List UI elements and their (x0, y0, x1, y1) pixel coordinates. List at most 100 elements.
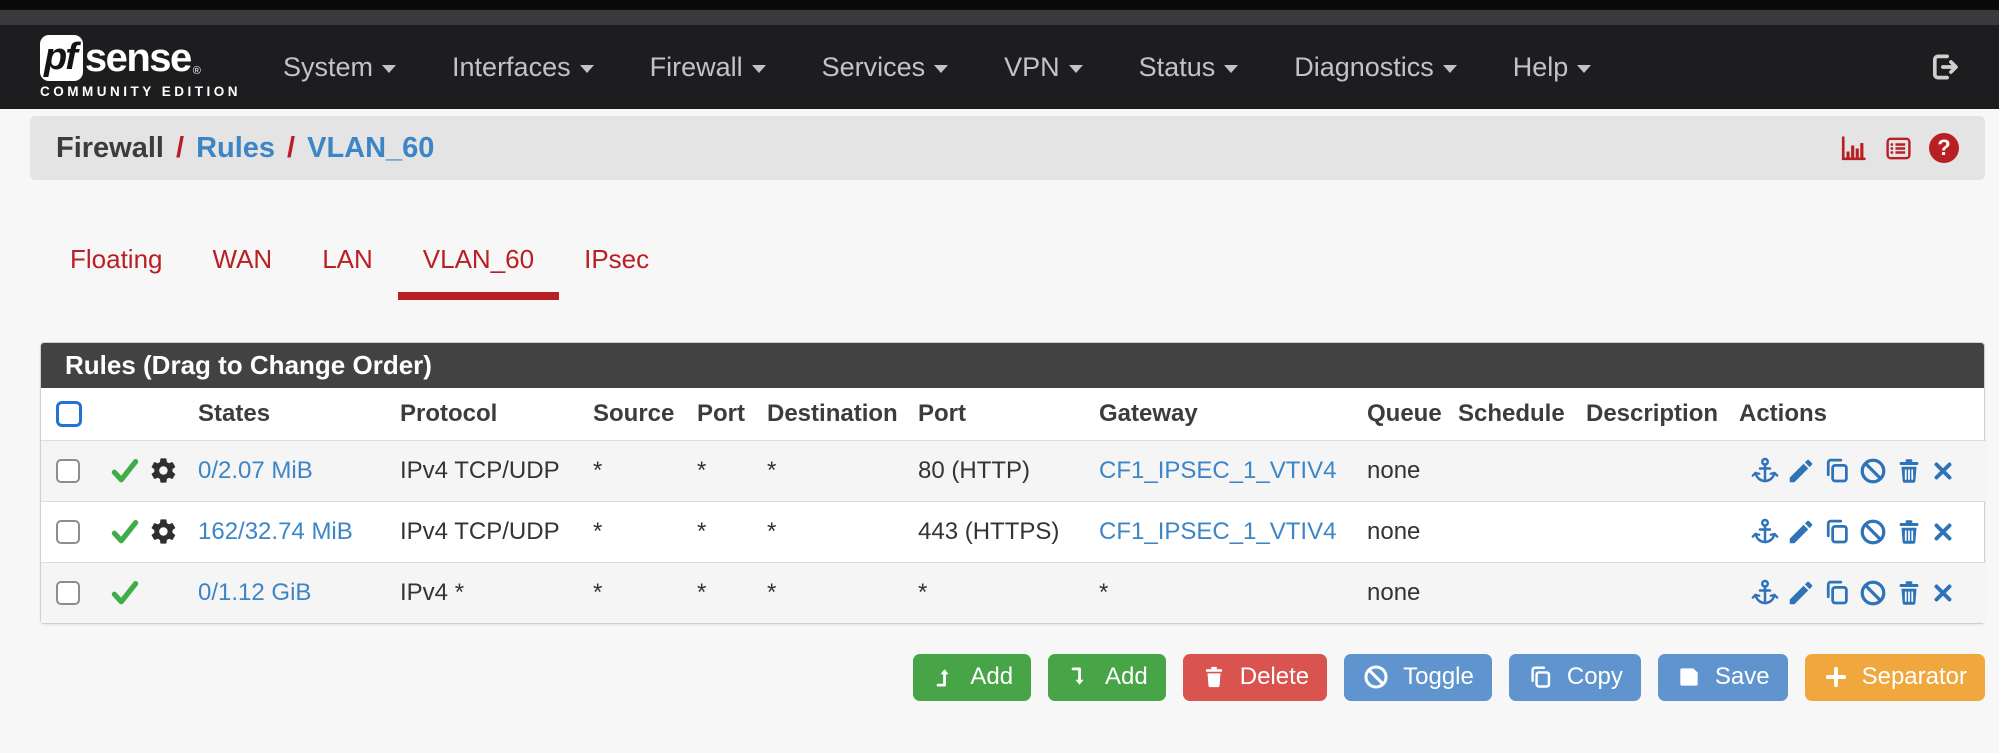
menu-item-interfaces[interactable]: Interfaces (452, 52, 594, 83)
row-checkbox[interactable] (56, 581, 80, 606)
cell-port: * (697, 440, 767, 502)
cell-gateway: * (1099, 578, 1109, 606)
breadcrumb: Firewall / Rules / VLAN_60 ? (30, 116, 1985, 180)
rule-pass-check-icon (110, 456, 140, 486)
breadcrumb-link-rules[interactable]: Rules (196, 131, 276, 164)
main-menu: System Interfaces Firewall Services VPN … (283, 52, 1592, 83)
save-button[interactable]: Save (1657, 653, 1788, 701)
breadcrumb-separator: / (176, 131, 185, 164)
tab-lan[interactable]: LAN (322, 244, 373, 274)
chevron-down-icon (1224, 64, 1239, 73)
cell-queue: none (1367, 578, 1421, 606)
cell-dest-port: * (918, 578, 928, 606)
help-icon[interactable]: ? (1929, 133, 1959, 163)
edit-icon[interactable] (1786, 517, 1816, 547)
interface-tabs: Floating WAN LAN VLAN_60 IPsec (45, 244, 1999, 300)
states-link[interactable]: 0/2.07 MiB (198, 456, 313, 484)
column-header-dest-port: Port (918, 388, 1099, 441)
chart-bar-icon[interactable] (1839, 134, 1868, 163)
advanced-options-gear-icon (151, 458, 176, 483)
separator-button[interactable]: Separator (1804, 653, 1985, 701)
chevron-down-icon (751, 64, 766, 73)
tab-ipsec[interactable]: IPsec (584, 244, 650, 274)
add-rule-top-button[interactable]: Add (913, 653, 1032, 701)
chevron-down-icon (1577, 64, 1592, 73)
rule-row[interactable]: 0/2.07 MiB IPv4 TCP/UDP * * * 80 (HTTP) … (41, 440, 1986, 502)
trash-icon[interactable] (1894, 456, 1924, 486)
copy-icon (1531, 665, 1551, 688)
select-all-checkbox[interactable] (56, 401, 82, 428)
rule-row[interactable]: 162/32.74 MiB IPv4 TCP/UDP * * * 443 (HT… (41, 501, 1986, 563)
close-icon[interactable] (1930, 458, 1956, 484)
cell-source: * (593, 440, 697, 502)
menu-item-diagnostics[interactable]: Diagnostics (1294, 52, 1457, 83)
states-link[interactable]: 162/32.74 MiB (198, 517, 353, 545)
browser-chrome-strip (0, 10, 1999, 25)
gateway-link[interactable]: CF1_IPSEC_1_VTIV4 (1099, 517, 1337, 545)
rules-toolbar: Add Add Delete Toggle Copy Save Separato… (0, 653, 1985, 701)
rule-pass-check-icon (110, 517, 140, 547)
row-checkbox[interactable] (56, 520, 80, 545)
ban-icon[interactable] (1858, 456, 1888, 486)
rule-row[interactable]: 0/1.12 GiB IPv4 * * * * * * none (41, 562, 1986, 623)
breadcrumb-link-vlan60[interactable]: VLAN_60 (307, 131, 435, 164)
log-list-icon[interactable] (1884, 134, 1913, 163)
column-header-queue: Queue (1367, 388, 1458, 441)
cell-schedule (1458, 440, 1586, 502)
toggle-button[interactable]: Toggle (1344, 653, 1492, 701)
rules-panel: Rules (Drag to Change Order) States Prot… (40, 342, 1986, 624)
cell-dest-port: 80 (HTTP) (918, 440, 1099, 502)
close-icon[interactable] (1930, 580, 1956, 606)
cell-source: * (593, 501, 697, 563)
tab-wan[interactable]: WAN (212, 244, 273, 274)
chevron-down-icon (382, 64, 397, 73)
anchor-icon[interactable] (1750, 578, 1780, 608)
anchor-icon[interactable] (1750, 456, 1780, 486)
row-checkbox[interactable] (56, 459, 80, 484)
copy-icon[interactable] (1822, 456, 1852, 486)
cell-dest-port: 443 (HTTPS) (918, 501, 1099, 563)
menu-item-status[interactable]: Status (1139, 52, 1239, 83)
window-top-strip (0, 0, 1999, 10)
copy-icon[interactable] (1822, 517, 1852, 547)
breadcrumb-actions: ? (1839, 133, 1959, 163)
column-header-gateway: Gateway (1099, 388, 1367, 441)
chevron-down-icon (1068, 64, 1083, 73)
page-title: Firewall / Rules / VLAN_60 (56, 132, 434, 165)
copy-icon[interactable] (1822, 578, 1852, 608)
tab-floating[interactable]: Floating (70, 244, 163, 274)
column-header-schedule: Schedule (1458, 388, 1586, 441)
save-icon (1680, 668, 1698, 686)
level-up-icon (936, 667, 951, 687)
registered-mark: ® (192, 65, 201, 77)
menu-item-help[interactable]: Help (1513, 52, 1592, 83)
chevron-down-icon (579, 64, 594, 73)
cell-protocol: IPv4 TCP/UDP (400, 440, 593, 502)
copy-button[interactable]: Copy (1508, 653, 1641, 701)
rules-panel-title: Rules (Drag to Change Order) (41, 343, 1984, 388)
plus-icon (1825, 666, 1846, 688)
add-rule-bottom-button[interactable]: Add (1048, 653, 1166, 701)
delete-button[interactable]: Delete (1182, 653, 1328, 701)
edit-icon[interactable] (1786, 578, 1816, 608)
menu-item-vpn[interactable]: VPN (1004, 52, 1083, 83)
tab-vlan-60[interactable]: VLAN_60 (397, 244, 560, 300)
menu-item-services[interactable]: Services (822, 52, 949, 83)
pfsense-logo[interactable]: pf sense ® COMMUNITY EDITION (40, 35, 241, 99)
menu-item-system[interactable]: System (283, 52, 397, 83)
close-icon[interactable] (1930, 519, 1956, 545)
ban-icon[interactable] (1858, 578, 1888, 608)
sign-out-icon[interactable] (1928, 50, 1962, 84)
trash-icon[interactable] (1894, 578, 1924, 608)
trash-icon[interactable] (1894, 517, 1924, 547)
anchor-icon[interactable] (1750, 517, 1780, 547)
edit-icon[interactable] (1786, 456, 1816, 486)
cell-schedule (1458, 562, 1586, 623)
states-link[interactable]: 0/1.12 GiB (198, 578, 312, 606)
cell-queue: none (1367, 440, 1458, 502)
ban-icon[interactable] (1858, 517, 1888, 547)
chevron-down-icon (1442, 64, 1457, 73)
column-header-description: Description (1586, 388, 1739, 441)
gateway-link[interactable]: CF1_IPSEC_1_VTIV4 (1099, 456, 1337, 484)
menu-item-firewall[interactable]: Firewall (650, 52, 766, 83)
